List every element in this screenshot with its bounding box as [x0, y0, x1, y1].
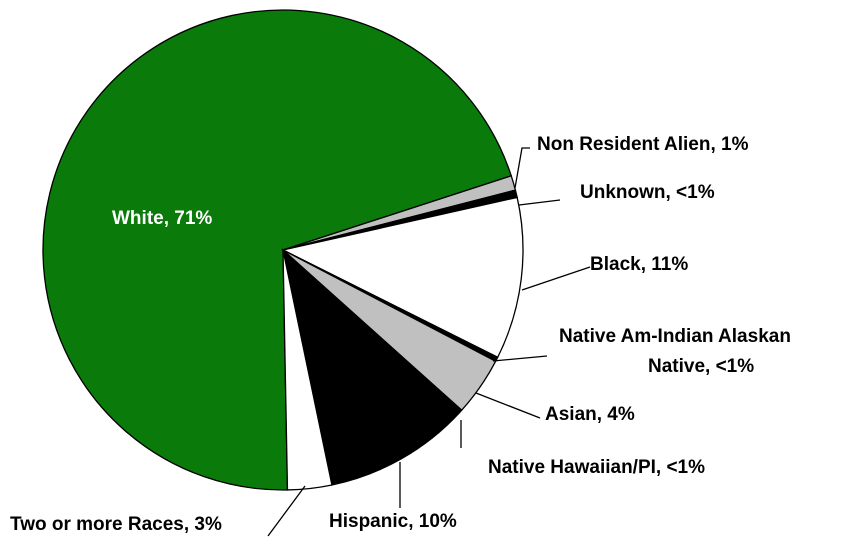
label-native-hawaiian: Native Hawaiian/PI, <1%	[488, 457, 705, 478]
leader-lines	[267, 147, 591, 537]
label-white: White, 71%	[112, 208, 212, 229]
label-unknown: Unknown, <1%	[580, 182, 715, 203]
leader-line-unknown	[518, 199, 561, 206]
data-labels: White, 71% Non Resident Alien, 1% Unknow…	[10, 134, 791, 535]
label-native-am-indian-line2: Native, <1%	[648, 356, 754, 377]
pie-slice-hispanic	[281, 248, 461, 486]
leader-line-natam	[492, 355, 548, 362]
leader-line-asian	[475, 392, 541, 419]
pie-slice-twoplus	[282, 249, 333, 491]
label-black: Black, 11%	[590, 254, 688, 275]
leader-line-nra	[514, 147, 530, 189]
label-non-resident-alien: Non Resident Alien, 1%	[537, 134, 749, 155]
leader-line-twoplus	[267, 485, 306, 537]
pie-slices	[42, 9, 524, 491]
label-native-am-indian-line1: Native Am-Indian Alaskan	[559, 326, 791, 347]
label-asian: Asian, 4%	[545, 404, 635, 425]
pie-slice-black	[281, 196, 524, 359]
leader-line-black	[521, 266, 591, 291]
label-hispanic: Hispanic, 10%	[329, 511, 457, 532]
pie-slice-white	[42, 9, 513, 491]
label-two-or-more: Two or more Races, 3%	[10, 514, 222, 535]
